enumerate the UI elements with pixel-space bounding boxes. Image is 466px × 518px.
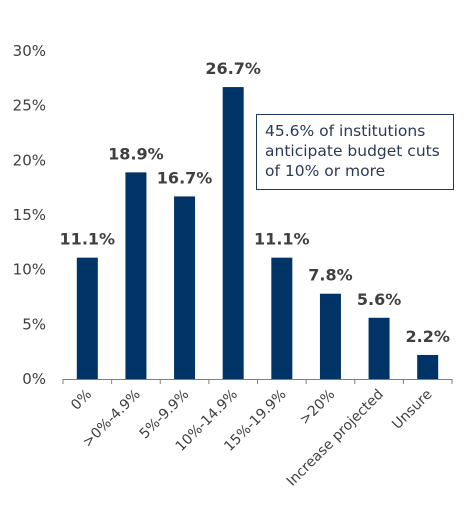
data-label: 11.1%: [254, 230, 310, 249]
data-label: 18.9%: [108, 144, 164, 163]
bar: [125, 172, 147, 379]
y-tick-label: 5%: [22, 315, 46, 333]
data-labels: 11.1% 18.9% 16.7% 26.7% 11.1% 7.8% 5.6% 2.2%: [60, 59, 450, 346]
category-label: 0%: [68, 387, 95, 414]
y-tick-label: 15%: [13, 206, 46, 224]
category-label: Unsure: [389, 387, 435, 433]
bar: [368, 317, 390, 379]
data-label: 26.7%: [205, 59, 261, 78]
y-tick-label: 10%: [13, 261, 46, 279]
x-axis: [62, 379, 453, 384]
category-label: >20%: [297, 387, 339, 429]
y-tick-label: 30%: [13, 42, 46, 60]
data-label: 5.6%: [357, 290, 401, 309]
y-axis: 0% 5% 10% 15% 20% 25% 30%: [13, 42, 46, 388]
bar: [222, 87, 244, 379]
annotation-box: 45.6% of institutions anticipate budget …: [256, 114, 454, 190]
y-tick-label: 20%: [13, 151, 46, 169]
y-tick-label: 25%: [13, 97, 46, 115]
bar: [417, 354, 439, 379]
annotation-line-3: of 10% or more: [265, 162, 386, 180]
bar: [271, 257, 293, 379]
bar: [319, 293, 341, 379]
category-label: Increase projected: [284, 387, 387, 490]
bar: [174, 196, 196, 379]
data-label: 11.1%: [60, 230, 116, 249]
annotation-line-1: 45.6% of institutions: [265, 122, 426, 140]
bar: [76, 257, 98, 379]
data-label: 7.8%: [308, 266, 352, 285]
annotation-line-2: anticipate budget cuts: [265, 142, 440, 160]
category-labels: 0%>0%-4.9%5%-9.9%10%-14.9%15%-19.9% >20%I…: [68, 387, 435, 490]
data-label: 2.2%: [406, 327, 450, 346]
data-label: 16.7%: [157, 168, 213, 187]
y-tick-label: 0%: [22, 370, 46, 388]
bars: [76, 87, 439, 379]
